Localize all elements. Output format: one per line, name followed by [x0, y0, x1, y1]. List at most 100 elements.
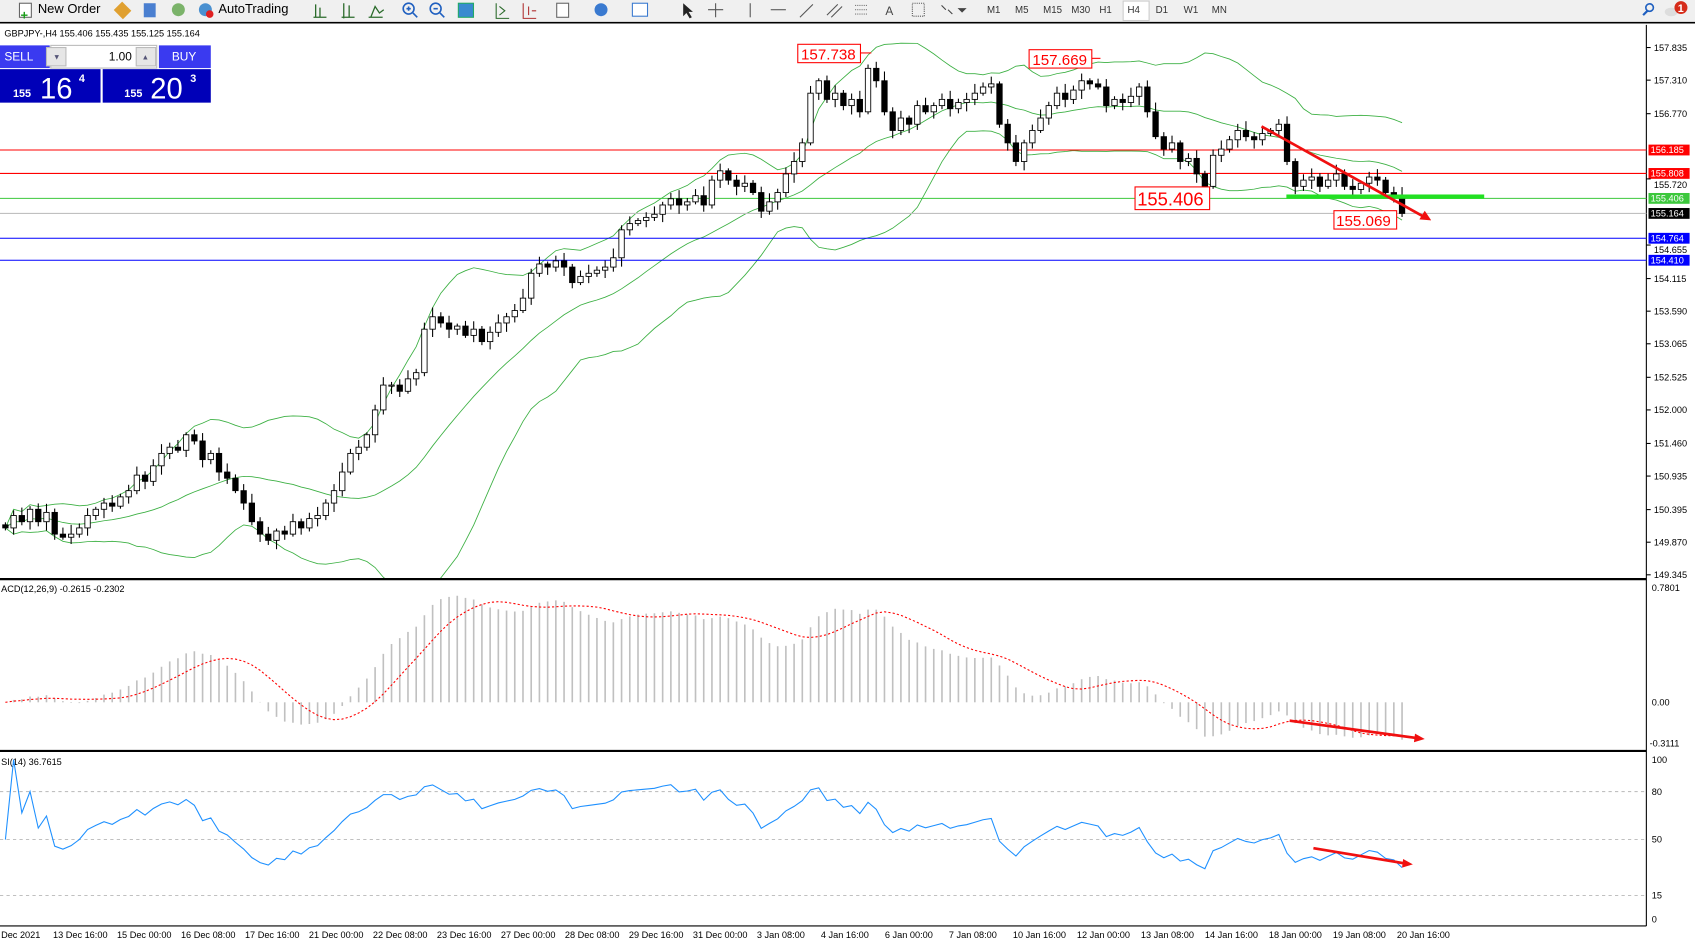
candle[interactable] [790, 152, 798, 183]
candle[interactable] [815, 78, 822, 100]
trend-arrow-rsi[interactable] [1313, 846, 1413, 868]
candle[interactable] [544, 261, 551, 275]
candle[interactable] [881, 71, 888, 116]
candle[interactable] [109, 495, 116, 512]
candle[interactable] [2, 522, 9, 531]
main-chart[interactable]: GBPJPY-,H4 155.406 155.435 155.125 155.1… [0, 24, 1690, 926]
arrows-icon[interactable] [941, 5, 967, 15]
candle[interactable] [938, 93, 946, 110]
trendline-icon[interactable] [799, 3, 814, 18]
candle[interactable] [503, 312, 510, 332]
candle[interactable] [1045, 101, 1052, 125]
candle[interactable] [536, 256, 543, 277]
signals-icon[interactable] [171, 3, 185, 17]
candle[interactable] [76, 523, 83, 538]
timeframe-h1[interactable]: H1 [1099, 5, 1111, 16]
candle[interactable] [306, 512, 313, 532]
candle[interactable] [569, 263, 576, 289]
candle[interactable] [256, 517, 264, 542]
candle[interactable] [141, 471, 149, 490]
candle[interactable] [840, 90, 847, 111]
candle[interactable] [445, 315, 453, 339]
candle[interactable] [873, 61, 880, 88]
candle[interactable] [955, 98, 962, 114]
candle[interactable] [421, 322, 428, 377]
candle[interactable] [330, 484, 338, 512]
candle[interactable] [807, 85, 814, 146]
candle[interactable] [67, 524, 75, 544]
buy-button[interactable]: BUY [158, 45, 211, 69]
candle[interactable] [1308, 168, 1315, 190]
templates-icon[interactable] [631, 2, 649, 17]
candle[interactable] [486, 326, 494, 350]
candle[interactable] [92, 506, 99, 521]
candle[interactable] [1136, 83, 1143, 106]
candle[interactable] [1234, 123, 1241, 148]
candle[interactable] [733, 174, 740, 196]
lot-size-input[interactable]: 1.00 [109, 50, 133, 64]
periods-icon[interactable] [594, 3, 608, 17]
fibonacci-icon[interactable] [855, 4, 869, 15]
timeframe-m1[interactable]: M1 [987, 5, 1001, 16]
candle[interactable] [470, 321, 477, 343]
candle[interactable] [988, 76, 995, 94]
candle[interactable] [528, 268, 535, 305]
candle[interactable] [363, 432, 371, 451]
candle[interactable] [897, 110, 905, 136]
candle[interactable] [1316, 173, 1324, 193]
timeframe-m30[interactable]: M30 [1071, 5, 1091, 16]
candle[interactable] [1127, 87, 1135, 108]
candle[interactable] [930, 102, 937, 119]
macd-pane[interactable]: ACD(12,26,9) -0.2615 -0.2302 0.7801 0.00… [1, 583, 1680, 749]
candle[interactable] [774, 188, 781, 210]
candle[interactable] [10, 510, 17, 535]
crosshair-icon[interactable] [708, 3, 724, 18]
candle[interactable] [388, 381, 395, 394]
candle[interactable] [347, 448, 354, 475]
trend-arrow-main[interactable] [1260, 125, 1432, 221]
candle[interactable] [396, 379, 403, 397]
text-icon[interactable]: A [885, 4, 893, 18]
candle[interactable] [741, 175, 748, 193]
candle[interactable] [1053, 86, 1061, 110]
candle[interactable] [26, 506, 34, 530]
candle[interactable] [191, 429, 198, 445]
market-watch-icon[interactable] [113, 1, 132, 20]
candle[interactable] [717, 163, 724, 188]
candle[interactable] [1259, 126, 1266, 146]
candle[interactable] [725, 168, 732, 185]
candle[interactable] [1168, 135, 1176, 153]
autotrading-button[interactable]: AutoTrading [198, 1, 289, 18]
candle[interactable] [183, 432, 190, 458]
candle[interactable] [1078, 73, 1085, 99]
candle[interactable] [133, 466, 140, 495]
candle[interactable] [1218, 140, 1225, 163]
candle[interactable] [150, 459, 157, 486]
timeframe-d1[interactable]: D1 [1156, 5, 1168, 16]
candle[interactable] [232, 474, 239, 494]
candle[interactable] [963, 92, 970, 112]
candle[interactable] [1300, 174, 1307, 191]
candle[interactable] [971, 83, 978, 106]
candle[interactable] [380, 377, 387, 415]
candle[interactable] [166, 442, 173, 460]
lot-decrease-button[interactable] [45, 47, 67, 67]
candle[interactable] [585, 264, 592, 284]
candle[interactable] [823, 75, 831, 103]
candle[interactable] [1209, 149, 1217, 189]
candle[interactable] [1177, 140, 1184, 170]
candle[interactable] [799, 138, 806, 168]
candle[interactable] [240, 484, 247, 510]
candle[interactable] [371, 404, 379, 443]
candle[interactable] [634, 218, 642, 227]
candle[interactable] [454, 323, 461, 335]
candle[interactable] [996, 81, 1003, 128]
candle[interactable] [1242, 121, 1250, 142]
candle[interactable] [675, 190, 683, 214]
candle[interactable] [749, 180, 757, 196]
candle[interactable] [708, 175, 716, 209]
candle[interactable] [552, 255, 559, 272]
timeframe-w1[interactable]: W1 [1184, 5, 1199, 16]
candle[interactable] [577, 270, 584, 286]
candle[interactable] [1185, 153, 1192, 167]
